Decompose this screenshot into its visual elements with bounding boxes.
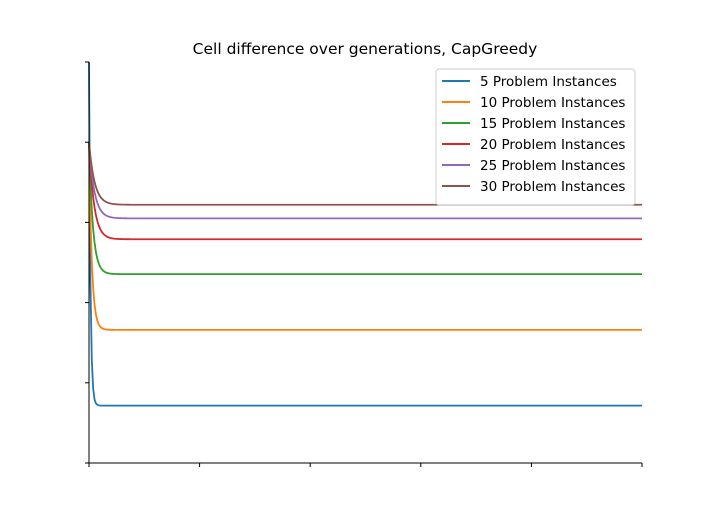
series-line-2 [88, 142, 642, 331]
legend-label-5: 25 Problem Instances [480, 158, 625, 174]
series-line-3 [88, 142, 642, 276]
legend: 5 Problem Instances 10 Problem Instances 1… [435, 68, 636, 206]
series-line-5 [88, 142, 642, 220]
chart-title: Cell difference over generations, CapGre… [193, 40, 538, 58]
series-line-1 [88, 61, 642, 407]
legend-label-3: 15 Problem Instances [480, 116, 625, 132]
legend-box [435, 68, 636, 206]
legend-label-4: 20 Problem Instances [480, 137, 625, 153]
legend-label-1: 5 Problem Instances [480, 74, 617, 90]
axes-group [85, 61, 643, 467]
legend-label-6: 30 Problem Instances [480, 179, 625, 195]
legend-label-2: 10 Problem Instances [480, 95, 625, 111]
series-line-4 [88, 142, 642, 241]
